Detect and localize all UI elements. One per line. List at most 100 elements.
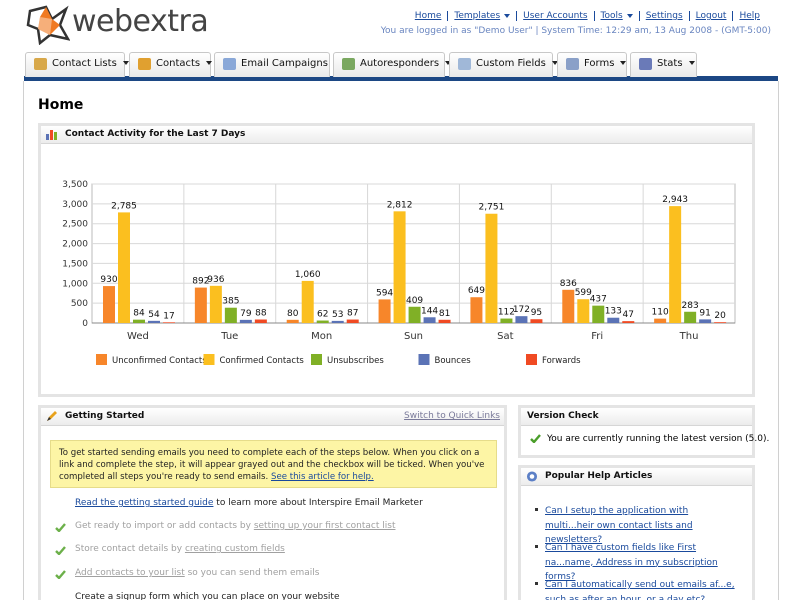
- nav-link[interactable]: User Accounts: [516, 11, 593, 21]
- tab[interactable]: Custom Fields: [449, 52, 558, 77]
- bar: [209, 285, 222, 323]
- bar: [562, 289, 575, 323]
- bar: [103, 286, 115, 323]
- bar: [530, 319, 543, 323]
- step-text: so you can send them emails: [184, 568, 320, 578]
- help-link[interactable]: Can I have custom fields like First na..…: [545, 543, 718, 582]
- x-tick-label: Wed: [127, 331, 149, 342]
- bar: [163, 322, 175, 323]
- tab-arrow: [445, 61, 452, 65]
- panel-header: Popular Help Articles: [521, 468, 752, 486]
- data-label: 87: [347, 309, 358, 319]
- bar: [254, 319, 267, 323]
- bullet: [535, 508, 538, 511]
- legend-label: Unconfirmed Contacts: [112, 356, 207, 366]
- tab-label[interactable]: Stats: [657, 58, 683, 69]
- top-nav: Home Templates User Accounts Tools Setti…: [409, 11, 766, 21]
- tab-label[interactable]: Contact Lists: [52, 58, 117, 69]
- data-label: 2,751: [479, 203, 505, 213]
- step: Add contacts to your list so you can sen…: [75, 568, 320, 578]
- tab[interactable]: Autoresponders: [333, 52, 452, 77]
- tab-arrow: [122, 61, 129, 65]
- tab-icon: [223, 58, 236, 70]
- getting-started-panel: Getting Started Switch to Quick Links: [38, 405, 507, 600]
- tab[interactable]: Contact Lists: [25, 52, 129, 77]
- legend-swatch: [418, 354, 430, 365]
- tab[interactable]: Email Campaigns: [214, 52, 340, 77]
- help-icon: [526, 471, 538, 482]
- nav-link[interactable]: Home: [414, 11, 442, 21]
- data-label: 409: [406, 296, 423, 306]
- intro-box: To get started sending emails you need t…: [50, 440, 497, 488]
- data-label: 144: [421, 306, 438, 316]
- data-label: 84: [133, 309, 145, 319]
- tab-label[interactable]: Email Campaigns: [241, 58, 328, 69]
- tab-label[interactable]: Autoresponders: [360, 58, 440, 69]
- check-icon: [55, 546, 66, 555]
- tab-label[interactable]: Forms: [584, 58, 615, 69]
- bar: [393, 211, 406, 323]
- step-link[interactable]: setting up your first contact list: [253, 521, 396, 531]
- x-tick-label: Mon: [311, 331, 332, 342]
- bar: [301, 280, 314, 323]
- data-label: 81: [439, 309, 450, 319]
- data-label: 20: [714, 311, 726, 321]
- tab[interactable]: Stats: [630, 52, 697, 77]
- data-label: 836: [560, 279, 577, 289]
- step: Store contact details by creating custom…: [75, 544, 285, 554]
- step: Read the getting started guide to learn …: [75, 498, 423, 508]
- bullet: [535, 545, 538, 548]
- bar: [194, 287, 207, 323]
- tab-arrow: [620, 61, 627, 65]
- bar: [224, 307, 237, 323]
- bar: [607, 317, 620, 323]
- y-tick-label: 0: [82, 319, 88, 329]
- intro-link[interactable]: See this article for help.: [270, 472, 374, 482]
- check-icon: [55, 523, 66, 532]
- data-label: 936: [207, 275, 224, 285]
- x-tick-label: Sat: [497, 331, 513, 342]
- bar: [714, 322, 727, 323]
- panel-title: Popular Help Articles: [545, 471, 653, 481]
- data-label: 133: [605, 307, 622, 317]
- bar: [699, 319, 712, 323]
- tab-label[interactable]: Contacts: [156, 58, 201, 69]
- x-tick-label: Sun: [404, 331, 423, 342]
- nav-link[interactable]: Logout: [688, 11, 733, 21]
- data-label: 79: [240, 309, 252, 319]
- nav-link[interactable]: Templates: [447, 11, 516, 21]
- tab-icon: [138, 58, 151, 70]
- step-link[interactable]: Read the getting started guide: [75, 498, 214, 508]
- help-panel: Popular Help Articles: [518, 465, 755, 600]
- step-text: Create a signup form which you can place…: [75, 592, 340, 600]
- bar: [316, 320, 329, 323]
- nav-link[interactable]: Tools: [593, 11, 639, 21]
- version-panel: Version Check You are currently running …: [518, 405, 769, 458]
- step-text: Store contact details by: [75, 544, 185, 554]
- bar: [148, 320, 160, 323]
- data-label: 649: [468, 286, 485, 296]
- legend-swatch: [311, 354, 322, 365]
- panel-header: Getting Started Switch to Quick Links: [41, 408, 504, 426]
- nav-link[interactable]: Settings: [638, 11, 689, 21]
- switch-link[interactable]: Switch to Quick Links: [404, 411, 500, 421]
- tab[interactable]: Forms: [557, 52, 627, 77]
- legend-label: Forwards: [542, 356, 581, 366]
- step-link[interactable]: creating custom fields: [184, 544, 285, 554]
- help-link[interactable]: Can I setup the application with multi..…: [545, 506, 693, 545]
- data-label: 47: [623, 310, 634, 320]
- nav-link[interactable]: Help: [732, 11, 766, 21]
- data-label: 930: [100, 275, 117, 285]
- bar: [408, 306, 421, 323]
- data-label: 599: [575, 288, 592, 298]
- data-label: 2,785: [111, 201, 137, 211]
- page-title: Home: [38, 97, 84, 113]
- bar: [592, 305, 605, 323]
- panel-title: Getting Started: [65, 411, 145, 421]
- tab[interactable]: Contacts: [129, 52, 213, 77]
- step-link[interactable]: Add contacts to your list: [75, 568, 185, 578]
- help-link[interactable]: Can I automatically send out emails af..…: [545, 580, 735, 600]
- bar: [622, 321, 635, 323]
- tab-label[interactable]: Custom Fields: [476, 58, 546, 69]
- logo-text: webextra: [72, 4, 209, 39]
